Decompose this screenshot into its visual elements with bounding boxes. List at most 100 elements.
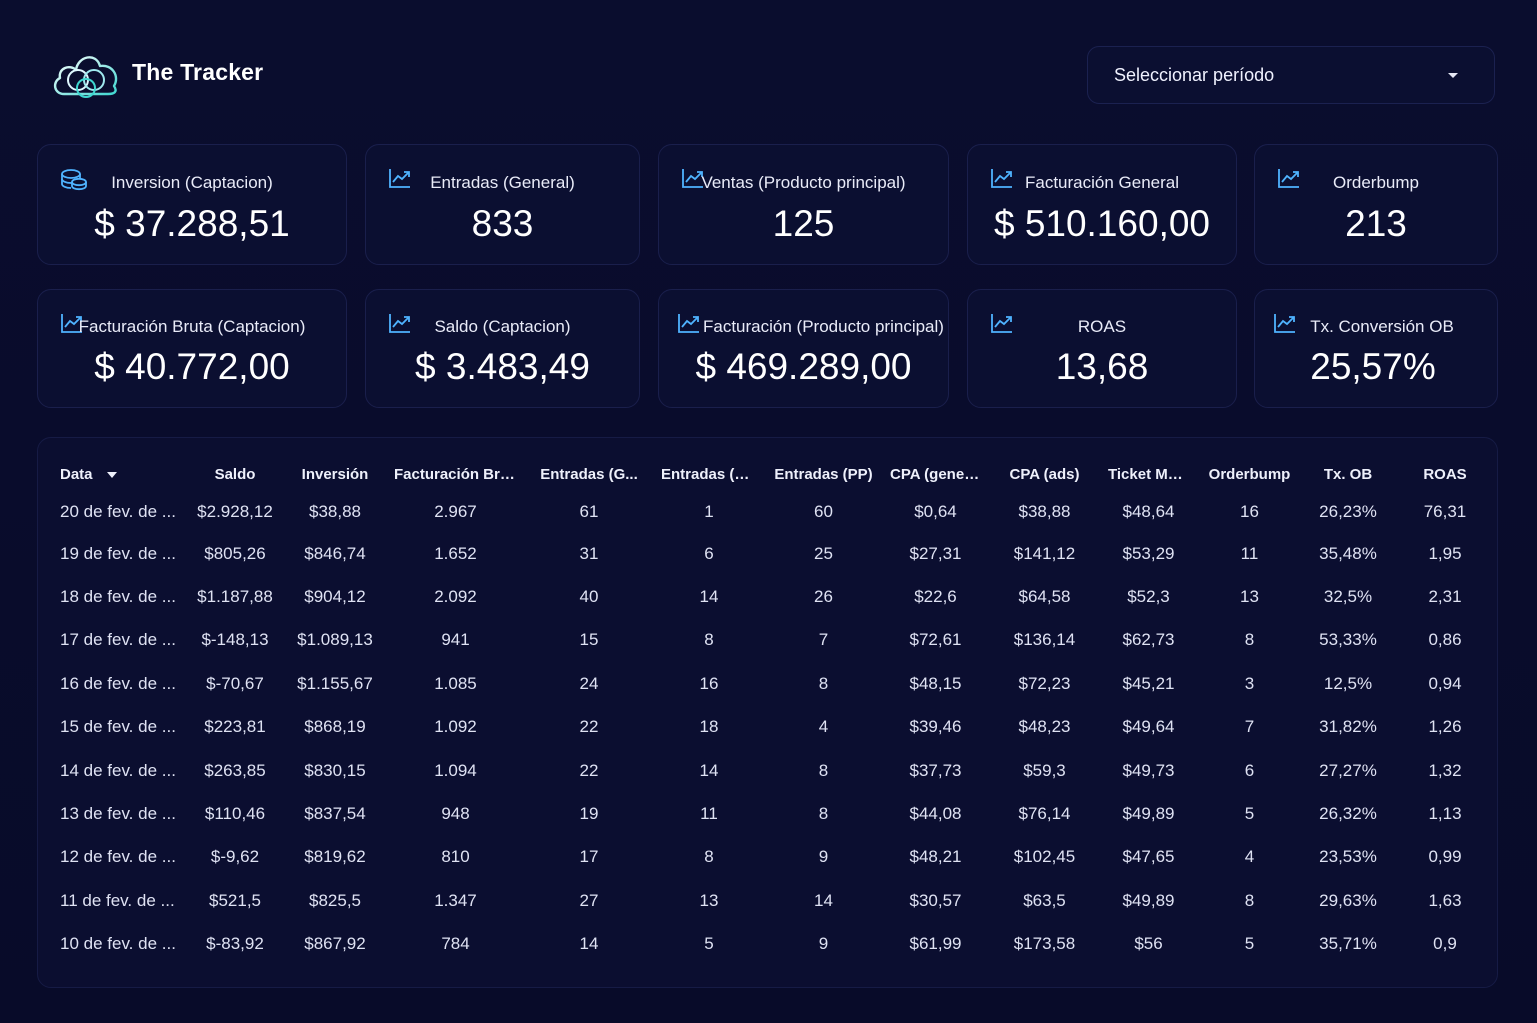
cell-entradas-ob: 6	[704, 543, 714, 563]
cell-facturacion-bruta: 810	[441, 847, 470, 867]
trending-up-icon	[388, 312, 412, 334]
brand: The Tracker	[50, 46, 263, 98]
cell-cpa-ads: $76,14	[1018, 804, 1071, 824]
cell-inversion: $1.089,13	[297, 630, 373, 650]
cell-data: 19 de fev. de ...	[60, 543, 176, 563]
cell-entradas-general: 40	[579, 587, 599, 607]
cell-roas: 0,9	[1433, 934, 1457, 954]
table-row[interactable]: 11 de fev. de ... $521,5 $825,5 1.347 27 13 14…	[52, 879, 1500, 922]
cell-cpa-ads: $102,45	[1013, 847, 1076, 867]
cell-ticket-medio: $49,89	[1122, 890, 1175, 910]
cell-facturacion-bruta: 1.347	[434, 890, 477, 910]
kpi-card-facturacion-general: Facturación General $ 510.160,00	[967, 144, 1237, 265]
cell-orderbump: 16	[1240, 502, 1259, 521]
kpi-card-roas: ROAS 13,68	[967, 289, 1237, 408]
period-select-value: Seleccionar período	[1114, 64, 1275, 85]
table-row[interactable]: 10 de fev. de ... $-83,92 $867,92 784 14 5 9 $6…	[52, 923, 1500, 966]
brand-name: The Tracker	[132, 58, 264, 85]
cell-tx-ob: 27,27%	[1319, 760, 1377, 780]
cell-orderbump: 8	[1244, 630, 1255, 650]
cell-entradas-ob: 8	[704, 630, 714, 650]
cell-facturacion-bruta: 784	[441, 934, 470, 954]
table-row[interactable]: 15 de fev. de ... $223,81 $868,19 1.092 22 18…	[52, 706, 1500, 749]
cell-cpa-general: $48,15	[909, 673, 962, 693]
cell-cpa-general: $39,46	[909, 717, 962, 737]
column-header-saldo[interactable]: Saldo	[214, 465, 256, 483]
column-header-data[interactable]: Data	[52, 456, 190, 492]
table-row[interactable]: 17 de fev. de ... $-148,13 $1.089,13 941 15 8…	[52, 619, 1500, 662]
cell-tx-ob: 23,53%	[1319, 847, 1377, 867]
column-header-orderbump[interactable]: Orderbump	[1208, 465, 1291, 483]
trending-up-icon	[388, 167, 412, 189]
cell-orderbump: 6	[1244, 760, 1255, 780]
cell-tx-ob: 26,32%	[1319, 804, 1377, 824]
cell-tx-ob: 32,5%	[1323, 587, 1373, 607]
cell-data: 17 de fev. de ...	[60, 630, 176, 650]
coins-icon	[60, 167, 87, 191]
cell-entradas-pp: 25	[814, 543, 833, 563]
column-header-entradas-pp[interactable]: Entradas (PP)	[774, 465, 873, 483]
kpi-value: $ 40.772,00	[94, 346, 290, 387]
kpi-value: 13,68	[1055, 346, 1149, 387]
cell-tx-ob: 31,82%	[1319, 717, 1377, 737]
column-header-facturacion-bruta[interactable]: Facturación Bruta	[394, 465, 521, 483]
table-row[interactable]: 14 de fev. de ... $263,85 $830,15 1.094 22 14…	[52, 749, 1500, 792]
cell-ticket-medio: $47,65	[1122, 847, 1175, 867]
cell-cpa-ads: $48,23	[1018, 717, 1071, 737]
cell-tx-ob: 35,71%	[1319, 934, 1377, 954]
kpi-card-inversion: Inversion (Captacion) $ 37.288,51	[37, 144, 347, 265]
cell-orderbump: 11	[1240, 543, 1259, 563]
cell-cpa-general: $37,73	[909, 760, 962, 780]
cell-inversion: $868,19	[304, 717, 366, 737]
table-row[interactable]: 19 de fev. de ... $805,26 $846,74 1.652 31 6 2…	[52, 532, 1500, 575]
cell-ticket-medio: $56	[1134, 934, 1163, 954]
cell-roas: 0,94	[1428, 673, 1462, 693]
column-header-entradas-ob[interactable]: Entradas (OB)	[661, 465, 761, 483]
cell-facturacion-bruta: 1.652	[434, 543, 477, 563]
cell-cpa-ads: $38,88	[1018, 502, 1071, 521]
cell-roas: 0,86	[1428, 630, 1462, 650]
sort-desc-icon[interactable]	[106, 471, 117, 478]
table-row[interactable]: 12 de fev. de ... $-9,62 $819,62 810 17 8 9 $48…	[52, 836, 1500, 879]
cell-orderbump: 13	[1240, 587, 1259, 607]
cell-facturacion-bruta: 941	[441, 630, 470, 650]
column-header-roas[interactable]: ROAS	[1423, 465, 1467, 483]
kpi-value: $ 510.160,00	[993, 203, 1211, 244]
cell-cpa-ads: $63,5	[1023, 890, 1066, 910]
daily-table-panel: Data Saldo Inversión Facturación Bruta E…	[37, 437, 1498, 988]
column-header-tx-ob[interactable]: Tx. OB	[1323, 465, 1373, 483]
table-row[interactable]: 20 de fev. de ... $2.928,12 $38,88 2.967 61 1…	[52, 492, 1500, 532]
column-header-cpa-general[interactable]: CPA (general)	[890, 465, 985, 483]
cell-inversion: $830,15	[304, 760, 366, 780]
caret-down-icon[interactable]	[1448, 72, 1458, 78]
table-row[interactable]: 13 de fev. de ... $110,46 $837,54 948 19 11 8 $…	[52, 792, 1500, 835]
cell-entradas-general: 22	[579, 717, 599, 737]
kpi-value: 213	[1345, 203, 1407, 244]
cell-saldo: $1.187,88	[197, 587, 273, 607]
cell-ticket-medio: $49,89	[1122, 804, 1175, 824]
cell-entradas-pp: 9	[818, 934, 829, 954]
cell-orderbump: 4	[1244, 847, 1255, 867]
cell-cpa-ads: $64,58	[1018, 587, 1071, 607]
kpi-label: Tx. Conversión OB	[1310, 317, 1454, 336]
table-row[interactable]: 18 de fev. de ... $1.187,88 $904,12 2.092 40…	[52, 575, 1500, 618]
kpi-label: ROAS	[1077, 317, 1127, 336]
trending-up-icon	[1277, 167, 1301, 189]
column-header-cpa-ads[interactable]: CPA (ads)	[1009, 465, 1080, 483]
cell-tx-ob: 53,33%	[1319, 630, 1377, 650]
cell-cpa-general: $72,61	[909, 630, 962, 650]
cell-ticket-medio: $48,64	[1122, 502, 1175, 521]
trending-up-icon	[677, 312, 701, 334]
kpi-card-entradas-general: Entradas (General) 833	[365, 144, 640, 265]
column-header-entradas-general[interactable]: Entradas (G...	[540, 465, 638, 483]
column-header-ticket-medio[interactable]: Ticket Médio	[1108, 465, 1193, 483]
cell-inversion: $904,12	[304, 587, 366, 607]
table-row[interactable]: 16 de fev. de ... $-70,67 $1.155,67 1.085 24…	[52, 662, 1500, 705]
cell-cpa-general: $27,31	[909, 543, 962, 563]
cell-data: 18 de fev. de ...	[60, 587, 176, 607]
trending-up-icon	[1273, 312, 1297, 334]
cell-facturacion-bruta: 1.092	[434, 717, 477, 737]
cell-data: 15 de fev. de ...	[60, 717, 176, 737]
column-header-inversion[interactable]: Inversión	[301, 465, 369, 483]
period-select[interactable]: Seleccionar período	[1087, 46, 1495, 104]
